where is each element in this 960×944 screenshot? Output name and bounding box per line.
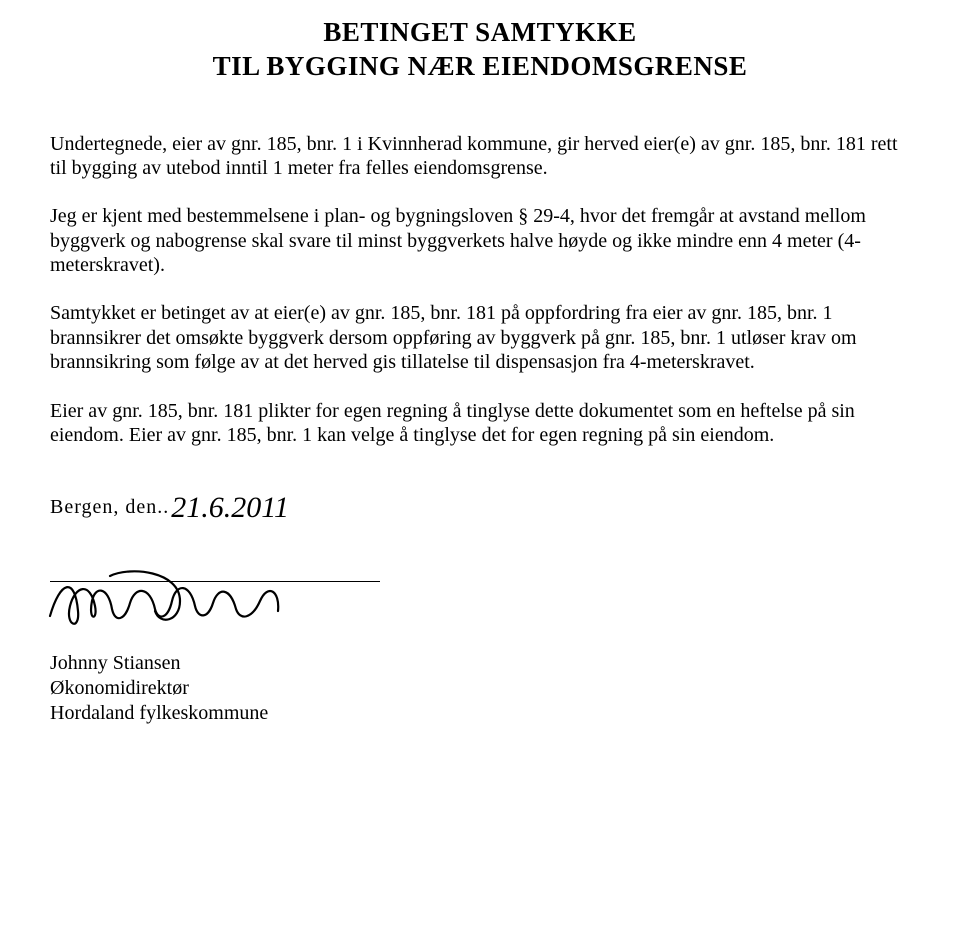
title-line-2: TIL BYGGING NÆR EIENDOMSGRENSE xyxy=(50,50,910,84)
signature-icon xyxy=(40,561,340,631)
paragraph-3: Samtykket er betinget av at eier(e) av g… xyxy=(50,301,910,374)
document-title: BETINGET SAMTYKKE TIL BYGGING NÆR EIENDO… xyxy=(50,16,910,84)
paragraph-1: Undertegnede, eier av gnr. 185, bnr. 1 i… xyxy=(50,132,910,181)
title-line-1: BETINGET SAMTYKKE xyxy=(323,17,636,47)
date-prefix: Bergen, den.. xyxy=(50,496,169,518)
signer-name: Johnny Stiansen xyxy=(50,651,910,676)
signer-title: Økonomidirektør xyxy=(50,676,910,701)
date-line: Bergen, den..21.6.2011 xyxy=(50,487,910,521)
handwritten-date: 21.6.2011 xyxy=(171,491,289,524)
signer-organization: Hordaland fylkeskommune xyxy=(50,701,910,726)
signature-area xyxy=(50,581,910,651)
document-page: BETINGET SAMTYKKE TIL BYGGING NÆR EIENDO… xyxy=(0,0,960,944)
paragraph-2: Jeg er kjent med bestemmelsene i plan- o… xyxy=(50,204,910,277)
paragraph-4: Eier av gnr. 185, bnr. 181 plikter for e… xyxy=(50,399,910,448)
